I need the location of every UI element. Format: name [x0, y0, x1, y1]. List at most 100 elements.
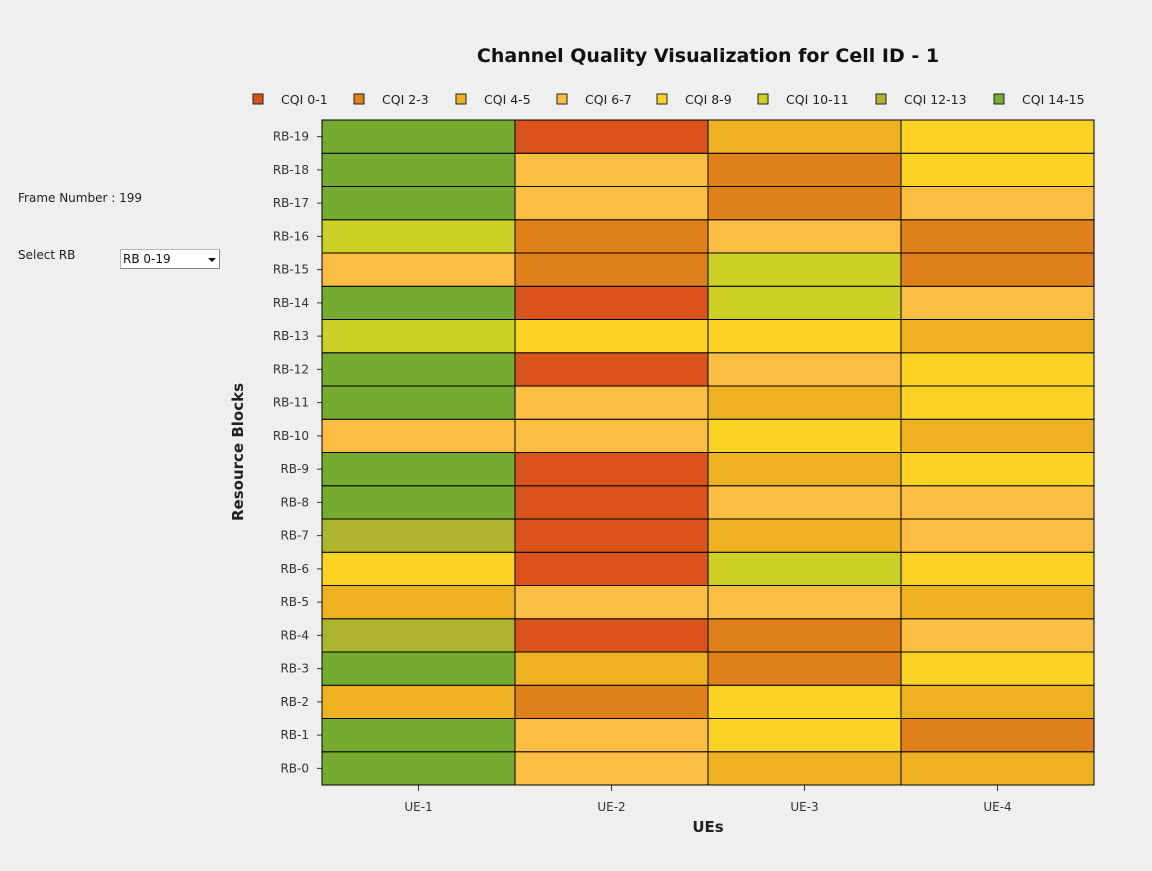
heatmap-cell: [321, 418, 516, 453]
heatmap-cell: [514, 252, 709, 287]
x-axis-ticks: UE-1 UE-2 UE-3 UE-4: [404, 785, 1012, 814]
heatmap-cell: [707, 186, 902, 221]
heatmap-cell: [514, 485, 709, 520]
heatmap-cell: [514, 518, 709, 553]
heatmap-cell: [900, 252, 1095, 287]
chevron-down-icon[interactable]: [208, 258, 216, 262]
y-axis-title: Resource Blocks: [229, 383, 247, 521]
heatmap-cell: [707, 551, 902, 586]
heatmap-cell: [514, 385, 709, 420]
heatmap-cell: [321, 651, 516, 686]
legend-item: CQI 8-9: [656, 92, 732, 107]
heatmap-cell: [321, 152, 516, 187]
heatmap-cell: [514, 551, 709, 586]
heatmap-cell: [900, 186, 1095, 221]
y-tick-label: RB-14: [273, 296, 309, 310]
y-tick-label: RB-9: [280, 462, 309, 476]
heatmap-cell: [514, 718, 709, 753]
heatmap-cell: [514, 452, 709, 487]
heatmap-cell: [900, 551, 1095, 586]
heatmap-cell: [900, 618, 1095, 653]
heatmap-cell: [900, 385, 1095, 420]
heatmap-cell: [900, 718, 1095, 753]
heatmap-cell: [900, 585, 1095, 620]
heatmap-cell: [900, 418, 1095, 453]
legend-item: CQI 12-13: [875, 92, 967, 107]
heatmap-cell: [707, 385, 902, 420]
heatmap-cell: [514, 651, 709, 686]
legend-item: CQI 6-7: [556, 92, 632, 107]
legend-item: CQI 14-15: [993, 92, 1085, 107]
heatmap-cell: [321, 684, 516, 719]
heatmap-cell: [321, 186, 516, 221]
legend-item: CQI 4-5: [455, 92, 531, 107]
heatmap-cell: [321, 618, 516, 653]
legend-swatch: [993, 93, 1005, 105]
heatmap-cell: [900, 119, 1095, 154]
y-tick-label: RB-4: [280, 628, 309, 642]
y-tick-label: RB-11: [273, 396, 309, 410]
heatmap-cell: [321, 452, 516, 487]
y-tick-label: RB-15: [273, 263, 309, 277]
legend-item: CQI 2-3: [353, 92, 429, 107]
heatmap-cell: [707, 319, 902, 354]
legend-label: CQI 8-9: [685, 92, 732, 107]
legend-label: CQI 14-15: [1022, 92, 1085, 107]
heatmap-cell: [514, 618, 709, 653]
heatmap-cells: [321, 119, 1095, 786]
select-rb-label: Select RB: [18, 248, 76, 262]
y-tick-label: RB-13: [273, 329, 309, 343]
heatmap-cell: [321, 285, 516, 320]
legend-swatch: [252, 93, 264, 105]
heatmap-cell: [321, 718, 516, 753]
legend-label: CQI 4-5: [484, 92, 531, 107]
y-tick-label: RB-2: [280, 695, 309, 709]
y-tick-label: RB-1: [280, 728, 309, 742]
y-tick-label: RB-17: [273, 196, 309, 210]
heatmap-cell: [707, 285, 902, 320]
heatmap-cell: [514, 585, 709, 620]
heatmap-cell: [514, 119, 709, 154]
y-tick-label: RB-8: [280, 495, 309, 509]
x-tick-label: UE-4: [983, 800, 1011, 814]
heatmap-cell: [321, 385, 516, 420]
heatmap-cell: [707, 452, 902, 487]
heatmap-cell: [900, 452, 1095, 487]
y-tick-label: RB-0: [280, 761, 309, 775]
legend-swatch: [757, 93, 769, 105]
heatmap-cell: [514, 152, 709, 187]
legend-swatch: [353, 93, 365, 105]
y-tick-label: RB-18: [273, 163, 309, 177]
heatmap-cell: [321, 751, 516, 786]
heatmap-cell: [321, 219, 516, 254]
heatmap-cell: [707, 219, 902, 254]
x-tick-label: UE-1: [404, 800, 432, 814]
plot-border: [321, 119, 1095, 786]
legend-label: CQI 10-11: [786, 92, 849, 107]
y-tick-label: RB-12: [273, 362, 309, 376]
y-tick-label: RB-19: [273, 130, 309, 144]
legend-label: CQI 0-1: [281, 92, 328, 107]
heatmap-cell: [900, 751, 1095, 786]
heatmap-cell: [321, 518, 516, 553]
x-tick-label: UE-2: [597, 800, 625, 814]
rb-range-select[interactable]: RB 0-19: [120, 249, 220, 269]
y-tick-label: RB-5: [280, 595, 309, 609]
heatmap-cell: [514, 219, 709, 254]
frame-number-label: Frame Number : 199: [18, 191, 142, 205]
heatmap-cell: [707, 518, 902, 553]
heatmap-cell: [514, 186, 709, 221]
heatmap-cell: [707, 485, 902, 520]
heatmap-cell: [707, 751, 902, 786]
y-tick-label: RB-7: [280, 529, 309, 543]
heatmap-cell: [321, 252, 516, 287]
heatmap-cell: [321, 551, 516, 586]
heatmap-cell: [707, 418, 902, 453]
x-axis-title: UEs: [692, 818, 723, 836]
y-tick-label: RB-16: [273, 229, 309, 243]
legend-label: CQI 6-7: [585, 92, 632, 107]
heatmap-cell: [707, 352, 902, 387]
heatmap-cell: [514, 751, 709, 786]
heatmap-cell: [514, 285, 709, 320]
